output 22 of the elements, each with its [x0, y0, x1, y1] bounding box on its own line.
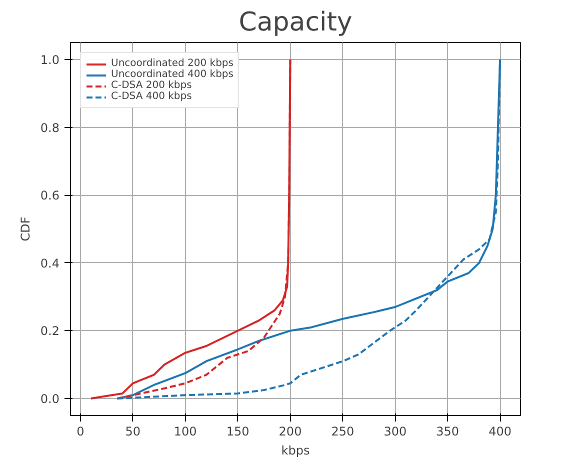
- legend-label: Uncoordinated 200 kbps: [111, 58, 234, 69]
- y-tick-label: 0.2: [40, 324, 60, 338]
- legend-label: Uncoordinated 400 kbps: [111, 69, 234, 80]
- x-tick-label: 100: [174, 424, 197, 438]
- y-tick-label: 0.6: [40, 188, 60, 203]
- x-tick-label: 250: [331, 424, 354, 438]
- y-tick-label: 0.4: [40, 256, 60, 270]
- x-tick-label: 50: [125, 424, 141, 438]
- x-axis-title: kbps: [281, 444, 310, 458]
- x-tick-label: 200: [278, 424, 302, 438]
- legend-label: C-DSA 200 kbps: [111, 80, 192, 91]
- x-tick-label: 400: [488, 424, 512, 438]
- legend-label: C-DSA 400 kbps: [111, 91, 192, 102]
- y-axis-title: CDF: [18, 216, 32, 242]
- x-tick-label: 150: [226, 424, 250, 438]
- x-tick-label: 300: [384, 424, 407, 438]
- y-tick-label: 0.0: [40, 392, 60, 406]
- x-tick-label: 350: [436, 424, 460, 438]
- y-tick-label: 0.8: [40, 120, 60, 135]
- chart-title: Capacity: [238, 8, 352, 38]
- y-tick-label: 1.0: [40, 52, 60, 67]
- x-tick-label: 0: [76, 424, 84, 438]
